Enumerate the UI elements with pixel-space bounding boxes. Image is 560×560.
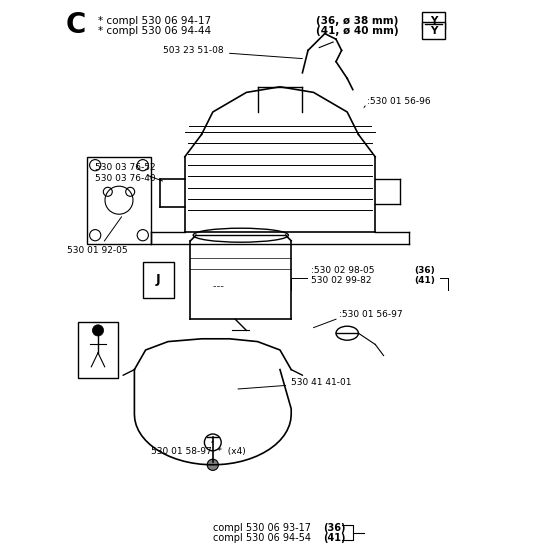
Text: (36, ø 38 mm): (36, ø 38 mm) — [316, 16, 399, 26]
Text: (36): (36) — [323, 522, 346, 533]
Text: (41): (41) — [414, 277, 435, 286]
Text: :530 02 98-05: :530 02 98-05 — [311, 267, 374, 276]
Bar — [87, 157, 151, 244]
Bar — [143, 262, 174, 298]
Text: J: J — [156, 273, 161, 286]
Text: (41): (41) — [323, 533, 346, 543]
Text: (41, ø 40 mm): (41, ø 40 mm) — [316, 26, 399, 36]
Text: Y: Y — [430, 26, 437, 36]
Text: compl 530 06 94-54: compl 530 06 94-54 — [213, 533, 314, 543]
Text: 530 02 99-82: 530 02 99-82 — [311, 277, 371, 286]
Text: * compl 530 06 94-17: * compl 530 06 94-17 — [98, 16, 211, 26]
FancyBboxPatch shape — [422, 12, 445, 29]
Bar — [78, 322, 118, 378]
Circle shape — [92, 325, 104, 336]
Text: 530 41 41-01: 530 41 41-01 — [238, 379, 352, 389]
Text: 503 23 51-08: 503 23 51-08 — [164, 46, 302, 59]
Text: compl 530 06 93-17: compl 530 06 93-17 — [213, 522, 314, 533]
Text: :530 01 56-96: :530 01 56-96 — [367, 97, 431, 106]
Text: Y: Y — [430, 16, 437, 26]
Text: 530 01 58-97  *  (x4): 530 01 58-97 * (x4) — [151, 441, 246, 456]
Text: * compl 530 06 94-44: * compl 530 06 94-44 — [98, 26, 211, 36]
Text: 530 01 92-05: 530 01 92-05 — [67, 217, 128, 255]
Text: :530 01 56-97: :530 01 56-97 — [339, 310, 403, 319]
Text: 530 03 76-52: 530 03 76-52 — [95, 163, 162, 181]
FancyBboxPatch shape — [422, 22, 445, 39]
Circle shape — [207, 459, 218, 470]
Text: (36): (36) — [414, 267, 435, 276]
Text: 530 03 76-40: 530 03 76-40 — [95, 174, 156, 183]
Text: C: C — [66, 11, 86, 39]
